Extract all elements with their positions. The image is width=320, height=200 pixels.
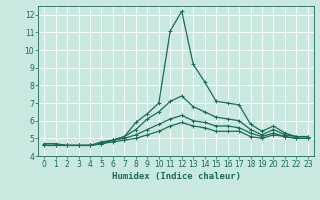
X-axis label: Humidex (Indice chaleur): Humidex (Indice chaleur) (111, 172, 241, 181)
